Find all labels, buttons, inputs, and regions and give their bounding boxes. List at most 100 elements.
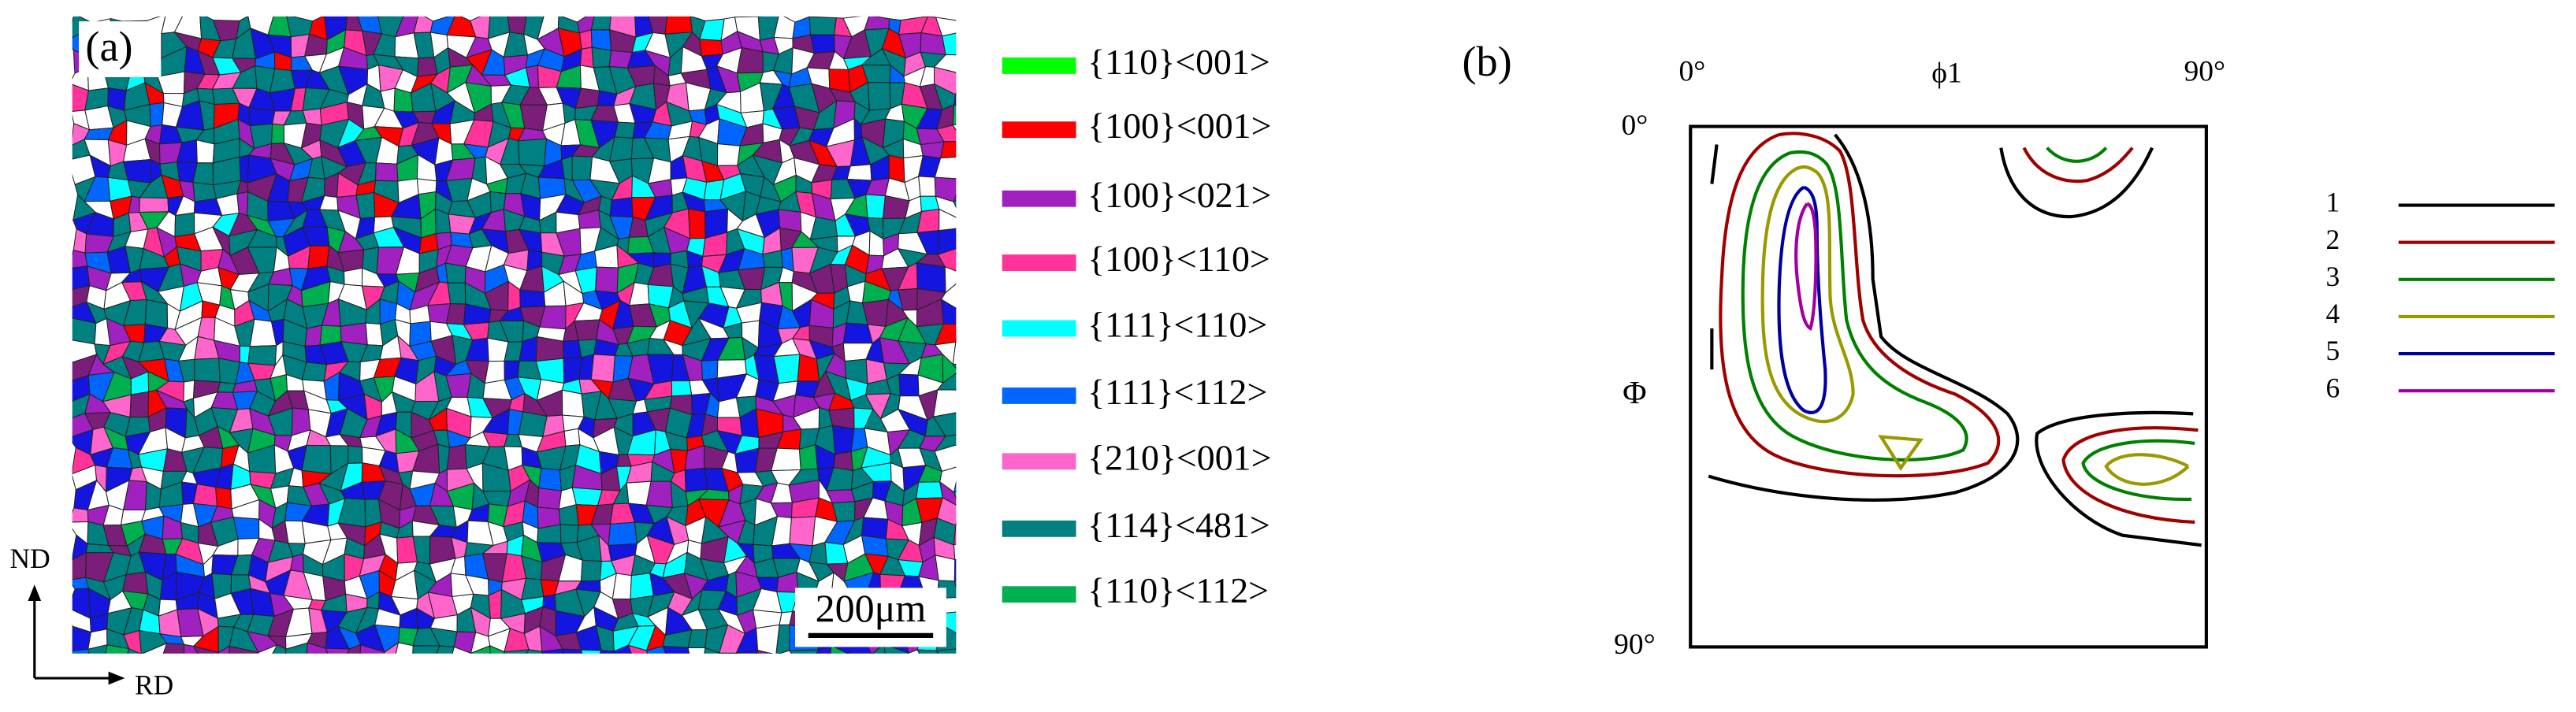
grain [955,444,957,446]
y-axis-title: Φ [1623,375,1646,411]
legend-label: 2 [2326,224,2340,255]
grain [484,360,505,384]
grain [687,208,706,239]
contour-line [1760,165,1855,424]
grain [213,662,239,685]
legend-label: {111}<112> [1087,372,1267,412]
grain [149,102,165,128]
grain [955,388,957,391]
grain [376,662,393,689]
grain [934,156,957,180]
x-axis-start: 0° [1678,55,1705,87]
grain [939,480,957,506]
grain [195,139,215,164]
grain [645,645,667,654]
x-axis-end: 90° [2184,55,2226,87]
contour-line [2046,146,2108,163]
texture-legend: {110}<001> {100}<001> {100}<021> {100}<110>… [1002,42,1271,610]
grain [444,262,467,284]
grain [916,660,946,687]
grain [322,661,344,684]
grain [611,667,637,681]
contour-line [2081,439,2195,501]
grain [957,228,978,249]
contours [1708,132,2202,547]
grain [961,412,982,435]
grain [344,267,363,287]
grain [939,208,957,232]
grain [538,467,563,491]
grain [579,46,594,69]
ebsd-map [72,16,982,690]
grain [307,245,330,269]
grain [957,248,973,274]
grain [808,16,838,35]
grain [916,262,946,294]
grain [957,32,976,54]
grain [916,649,939,654]
grain [122,159,151,184]
grain [830,668,855,686]
grain [756,650,773,654]
grain [247,345,277,366]
grain [105,644,130,654]
grain [953,667,972,684]
grain [935,648,957,654]
legend-label: {110}<112> [1087,570,1269,610]
grain [798,443,819,471]
grain [347,643,362,654]
legend-swatch [1002,320,1076,337]
grain [272,644,287,654]
grain [301,444,332,475]
panel-label: (b) [1462,38,1511,85]
grain [932,412,957,437]
grain [649,662,670,685]
grain [574,319,600,341]
grain [72,249,88,269]
grain [541,648,564,654]
grain [964,140,977,162]
grain [898,373,920,397]
grain [960,212,978,231]
grain [954,91,957,95]
grain [788,649,820,654]
grain [955,444,957,447]
grain [306,661,331,685]
grain [630,573,654,600]
legend-label: {110}<001> [1087,42,1270,82]
grain [412,671,437,688]
legend-swatch [1002,254,1076,271]
grain [304,324,323,347]
grain [590,16,611,31]
grain [955,521,957,527]
grain [306,642,329,654]
grain [671,380,693,397]
grain [447,282,467,305]
grain [302,362,328,382]
grain [754,662,775,690]
contour-line [2061,426,2199,525]
grain [563,428,581,447]
grain [347,445,363,464]
legend-swatch [1002,586,1076,603]
scale-bar-label: 200μm [816,586,927,630]
legend-label: {114}<481> [1087,505,1270,545]
grain [257,643,279,654]
grain [959,606,979,637]
grain [627,644,648,654]
grain [772,665,799,684]
grain [736,46,764,74]
grain [916,481,943,499]
grain [958,307,976,324]
grain [716,143,741,166]
grain [934,444,957,473]
grain [232,517,260,540]
grain [645,480,673,509]
grain [778,650,793,654]
grain [129,391,150,418]
grain [571,155,593,181]
grain [561,389,585,417]
grain [935,17,957,37]
grain [940,283,957,309]
